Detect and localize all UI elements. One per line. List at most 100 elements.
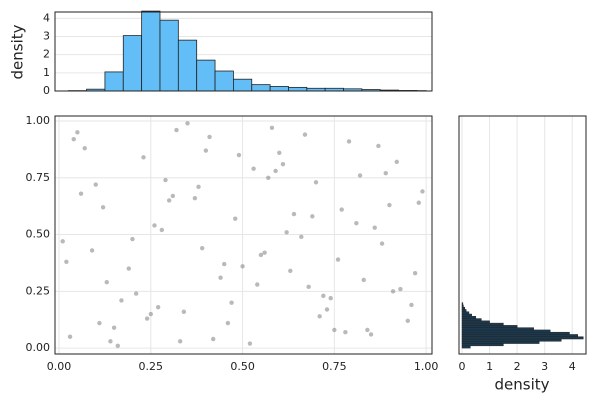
point: [240, 264, 245, 269]
point: [64, 259, 69, 264]
point: [82, 146, 87, 151]
point: [93, 182, 98, 187]
point: [398, 286, 403, 292]
bar: [251, 84, 271, 92]
y-tick-label: 4: [43, 11, 50, 24]
bar: [461, 309, 467, 313]
point: [181, 309, 187, 314]
point: [111, 325, 117, 330]
bar: [461, 334, 578, 337]
bar: [461, 345, 471, 349]
bar: [104, 71, 124, 92]
point: [346, 139, 352, 144]
point: [174, 127, 179, 133]
point: [390, 289, 396, 294]
y-tick-label: 3: [43, 30, 50, 43]
point: [67, 334, 73, 339]
point: [225, 320, 231, 326]
point: [310, 214, 315, 219]
x-tick-label: 0.25: [139, 360, 164, 373]
point: [236, 152, 242, 158]
point: [251, 166, 256, 171]
point: [288, 268, 293, 274]
bar: [141, 10, 161, 92]
x-tick-label: 0.00: [47, 360, 72, 373]
point: [177, 339, 183, 344]
bar: [196, 59, 216, 92]
bar: [461, 306, 466, 310]
point: [262, 250, 267, 255]
point: [247, 341, 253, 346]
point: [306, 284, 311, 289]
point: [277, 150, 282, 155]
y-tick-label: 0.50: [26, 228, 51, 241]
y-tick-label: 0.75: [26, 171, 51, 184]
point: [394, 159, 399, 165]
point: [354, 220, 359, 226]
point: [328, 295, 333, 301]
point: [412, 270, 418, 276]
point: [218, 275, 223, 280]
point: [200, 245, 205, 251]
point: [152, 223, 157, 228]
point: [255, 282, 260, 287]
point: [229, 300, 234, 305]
point: [420, 189, 425, 194]
y-tick-label: 1: [43, 66, 50, 79]
bar: [122, 35, 143, 92]
bar: [461, 302, 464, 306]
point: [155, 305, 161, 310]
point: [284, 230, 289, 235]
bar: [461, 329, 551, 333]
point: [269, 125, 275, 131]
point: [108, 339, 113, 344]
point: [273, 168, 278, 174]
bar: [461, 325, 518, 328]
bar: [461, 343, 504, 347]
y-tick-label: 0: [43, 84, 50, 97]
point: [97, 320, 102, 326]
bar: [288, 86, 308, 92]
bar: [461, 304, 464, 308]
point: [343, 329, 348, 335]
point: [100, 205, 106, 210]
point: [192, 196, 198, 201]
point: [379, 241, 385, 246]
point: [196, 184, 201, 190]
point: [258, 252, 264, 258]
point: [126, 266, 131, 271]
point: [324, 307, 330, 312]
x-tick-label: 4: [569, 360, 576, 373]
point: [317, 314, 322, 319]
point: [365, 327, 370, 333]
bar: [461, 311, 470, 315]
point: [119, 298, 124, 303]
point: [144, 316, 150, 321]
point: [133, 291, 139, 296]
point: [387, 202, 392, 208]
point: [89, 248, 95, 253]
point: [332, 327, 337, 333]
point: [361, 277, 366, 283]
point: [211, 336, 216, 342]
y-tick-label: 0.25: [26, 284, 51, 297]
bar: [233, 78, 253, 92]
x-axis-label: density: [495, 376, 550, 394]
y-axis-label: density: [9, 24, 27, 79]
point: [416, 200, 421, 205]
bar: [461, 318, 482, 322]
bar: [461, 341, 540, 344]
point: [291, 211, 297, 217]
point: [376, 143, 381, 149]
point: [335, 257, 341, 262]
point: [339, 207, 344, 212]
y-tick-label: 0.00: [26, 341, 51, 354]
bar: [461, 313, 472, 317]
bar: [461, 338, 562, 342]
bar: [461, 331, 570, 335]
point: [313, 180, 319, 185]
point: [75, 130, 80, 135]
point: [222, 261, 227, 267]
